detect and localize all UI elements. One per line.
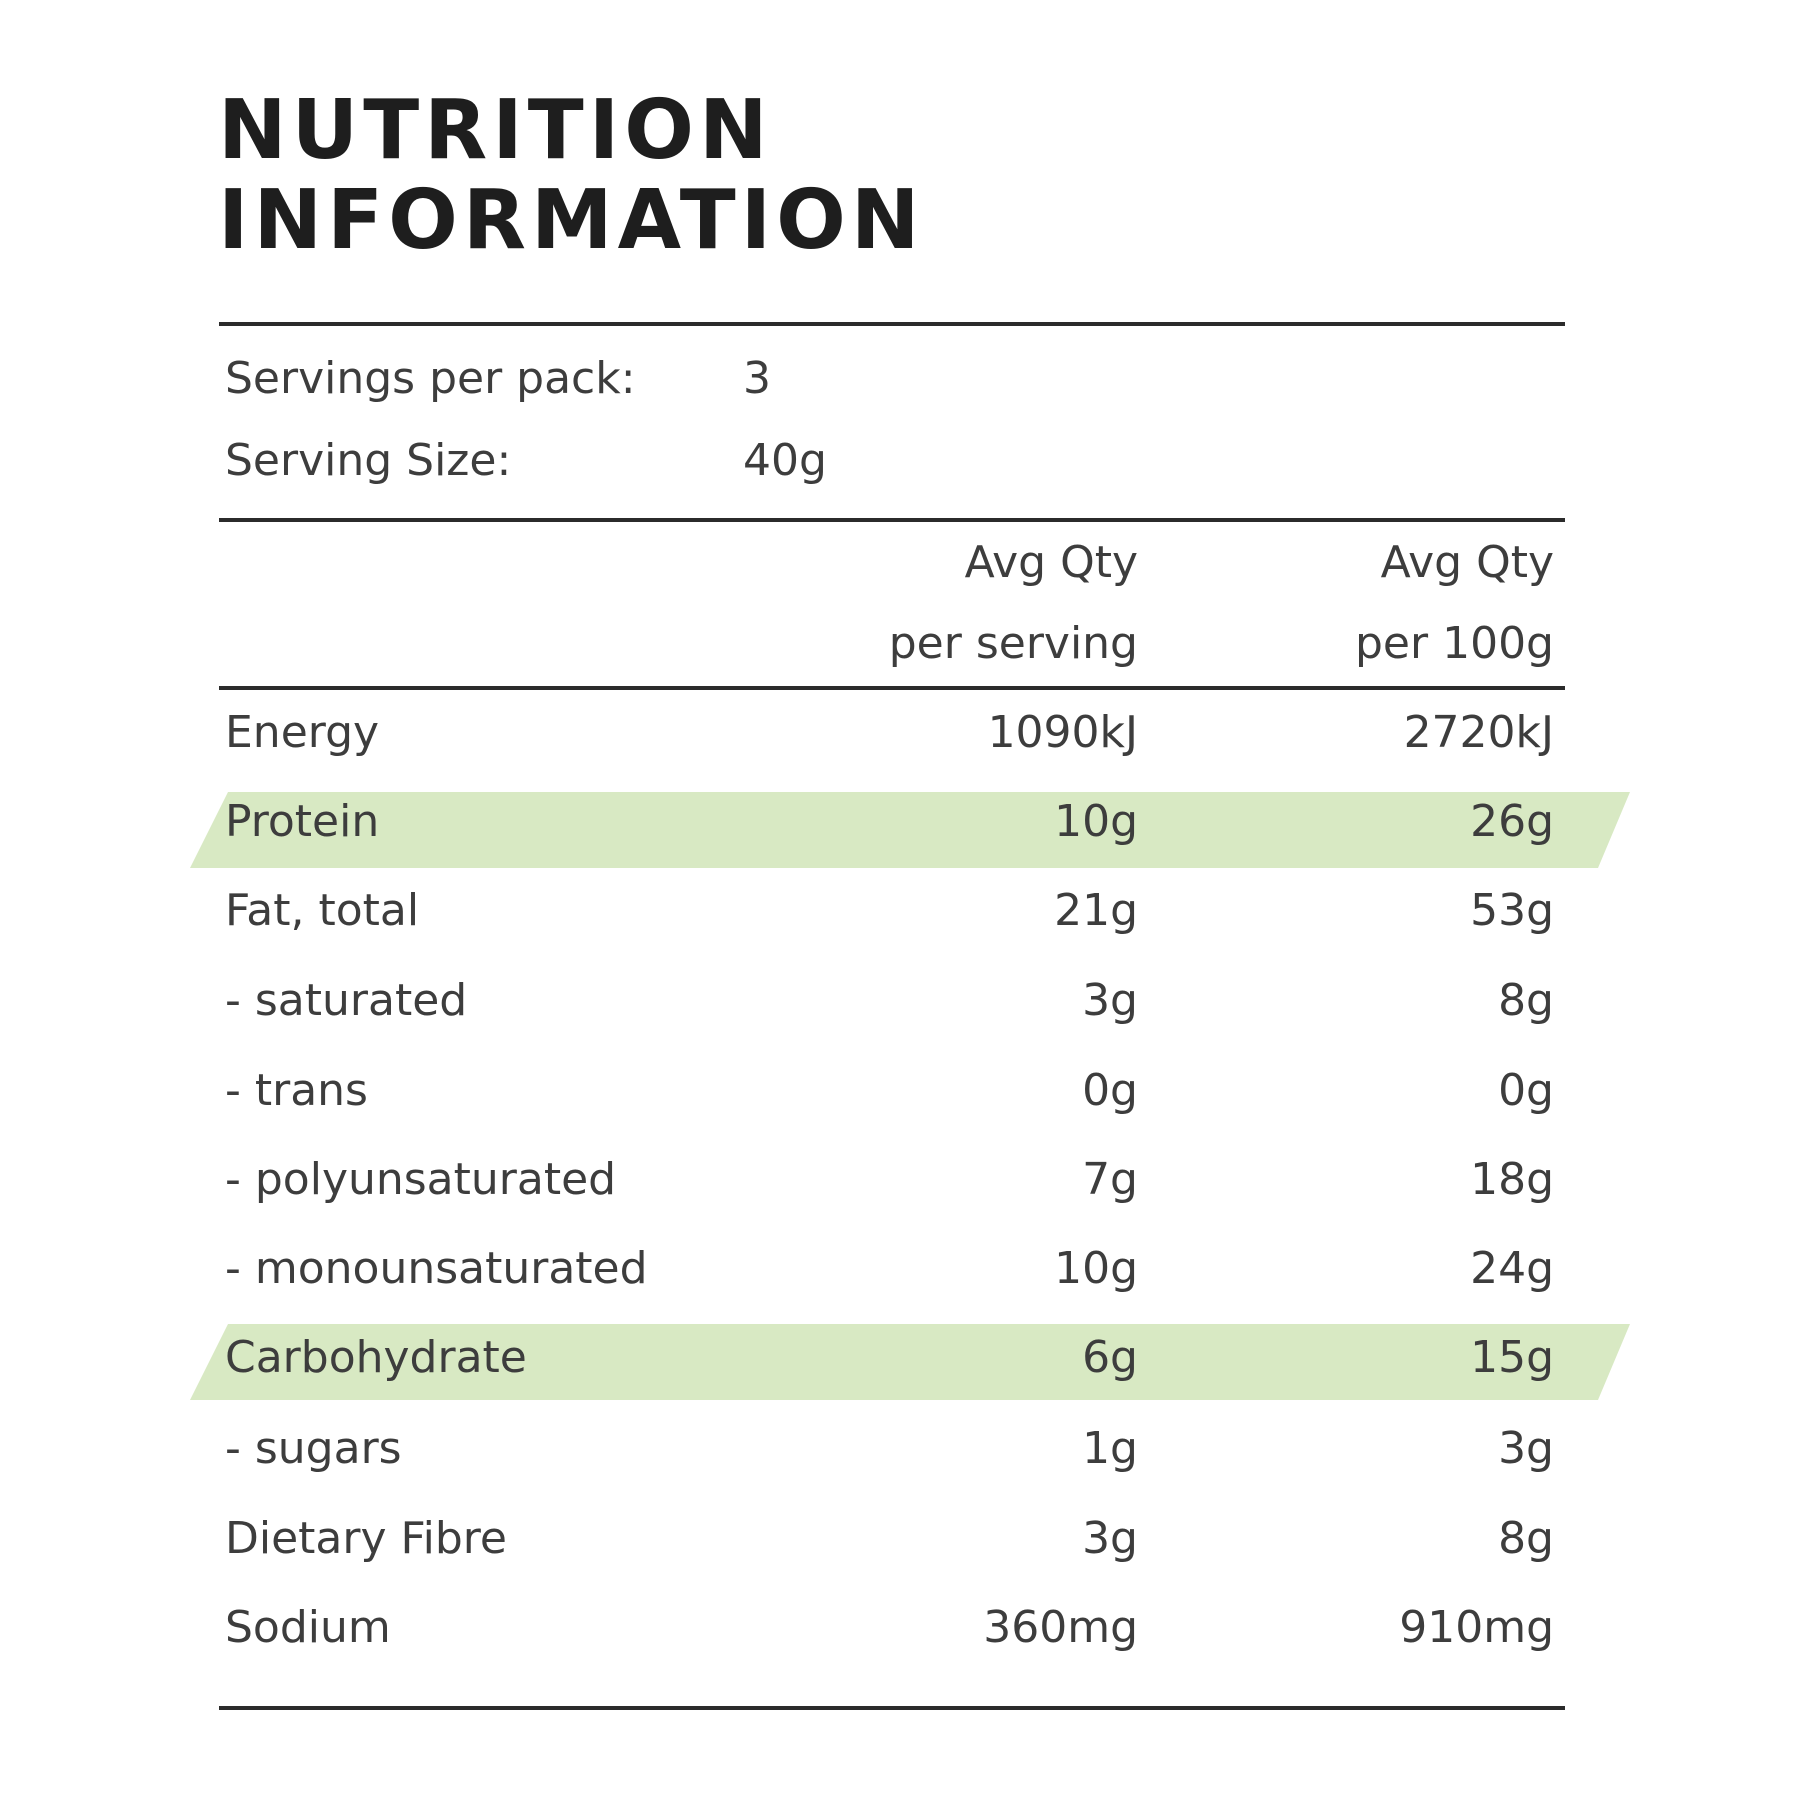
carbohydrate-highlight-band — [190, 1324, 1630, 1400]
per-100g-value: 8g — [1498, 1513, 1554, 1564]
per-serving-value: 10g — [1054, 1243, 1138, 1294]
bottom-divider — [219, 1706, 1565, 1710]
nutrient-label: - polyunsaturated — [225, 1154, 617, 1205]
nutrient-label: - sugars — [225, 1423, 402, 1474]
per-100g-value: 15g — [1470, 1332, 1554, 1383]
title-line-1: NUTRITION — [218, 83, 773, 178]
nutrient-label: Carbohydrate — [225, 1332, 527, 1383]
nutrient-label: Sodium — [225, 1602, 391, 1653]
servings-per-pack-value: 3 — [743, 353, 771, 404]
per-serving-value: 1g — [1082, 1423, 1138, 1474]
per-serving-value: 21g — [1054, 885, 1138, 936]
serving-size-value: 40g — [743, 435, 827, 486]
per-100g-value: 910mg — [1399, 1602, 1554, 1653]
column-header-per-100g-line2: per 100g — [1355, 618, 1554, 669]
top-divider — [219, 322, 1565, 326]
per-100g-value: 18g — [1470, 1154, 1554, 1205]
per-100g-value: 24g — [1470, 1243, 1554, 1294]
per-100g-value: 8g — [1498, 975, 1554, 1026]
per-serving-value: 3g — [1082, 1513, 1138, 1564]
per-100g-value: 0g — [1498, 1065, 1554, 1116]
column-header-per-100g-line1: Avg Qty — [1380, 537, 1554, 588]
nutrient-label: Protein — [225, 796, 380, 847]
header-divider — [219, 686, 1565, 690]
serving-divider — [219, 518, 1565, 522]
nutrient-label: - monounsaturated — [225, 1243, 648, 1294]
nutrient-label: Energy — [225, 707, 380, 758]
per-serving-value: 1090kJ — [987, 707, 1138, 758]
per-serving-value: 6g — [1082, 1332, 1138, 1383]
per-serving-value: 0g — [1082, 1065, 1138, 1116]
per-100g-value: 3g — [1498, 1423, 1554, 1474]
page-title: NUTRITION INFORMATION — [218, 86, 924, 266]
per-serving-value: 7g — [1082, 1154, 1138, 1205]
title-line-2: INFORMATION — [218, 173, 925, 268]
per-serving-value: 360mg — [983, 1602, 1138, 1653]
protein-highlight-band — [190, 792, 1630, 868]
nutrient-label: Fat, total — [225, 885, 420, 936]
per-serving-value: 3g — [1082, 975, 1138, 1026]
nutrient-label: Dietary Fibre — [225, 1513, 507, 1564]
column-header-per-serving-line1: Avg Qty — [964, 537, 1138, 588]
column-header-per-serving-line2: per serving — [888, 618, 1138, 669]
nutrient-label: - saturated — [225, 975, 468, 1026]
nutrient-label: - trans — [225, 1065, 368, 1116]
per-100g-value: 53g — [1470, 885, 1554, 936]
per-100g-value: 26g — [1470, 796, 1554, 847]
servings-per-pack-label: Servings per pack: — [225, 353, 636, 404]
per-serving-value: 10g — [1054, 796, 1138, 847]
per-100g-value: 2720kJ — [1403, 707, 1554, 758]
serving-size-label: Serving Size: — [225, 435, 512, 486]
